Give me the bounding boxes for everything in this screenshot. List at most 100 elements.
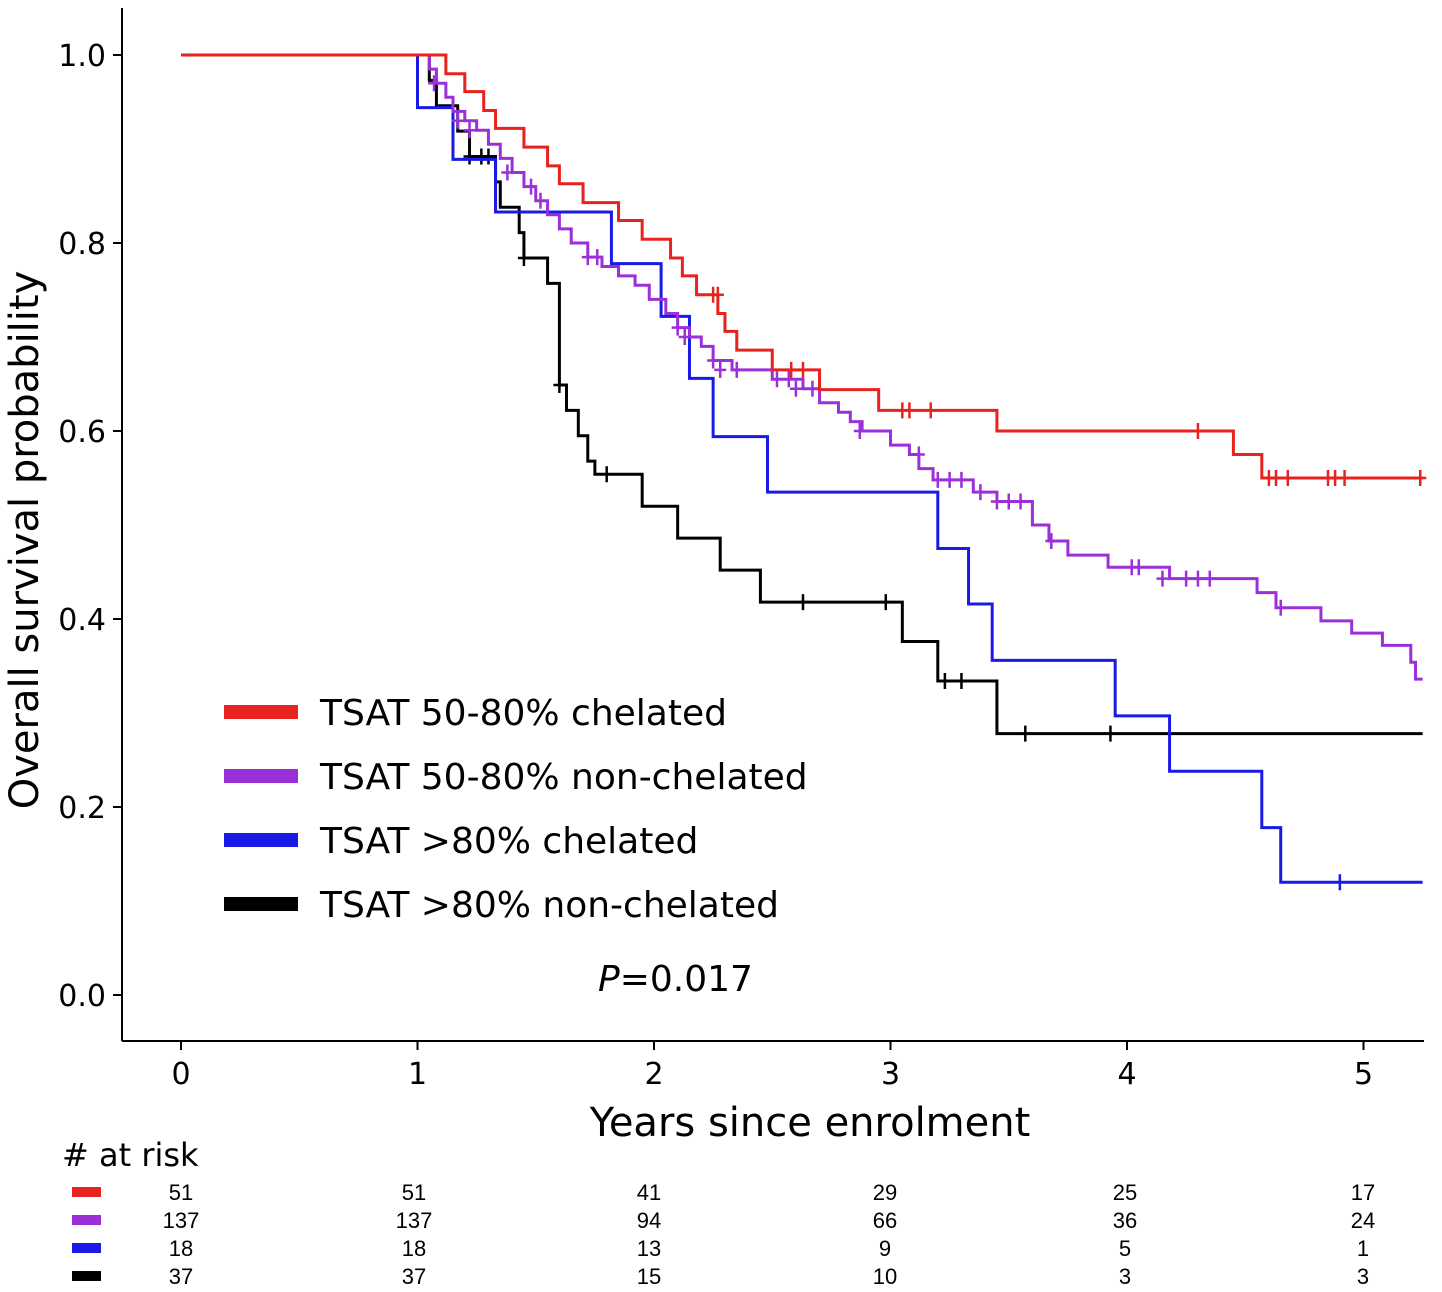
censor-mark: [525, 178, 538, 195]
x-axis-title: Years since enrolment: [589, 1100, 1031, 1146]
risk-count: 25: [1113, 1180, 1137, 1205]
y-tick-label: 0.4: [58, 603, 106, 638]
censor-mark: [806, 380, 819, 397]
risk-table-title: # at risk: [62, 1136, 199, 1174]
censor-mark: [671, 319, 684, 336]
risk-count: 137: [396, 1208, 433, 1233]
risk-count: 5: [1119, 1236, 1131, 1261]
x-tick-label: 3: [881, 1057, 900, 1092]
risk-count: 29: [873, 1180, 897, 1205]
risk-count: 18: [402, 1236, 426, 1261]
risk-count: 3: [1119, 1264, 1131, 1289]
x-tick-label: 1: [408, 1057, 427, 1092]
legend-label: TSAT 50-80% non-chelated: [319, 757, 808, 798]
risk-count: 37: [402, 1264, 426, 1289]
censor-mark: [1274, 599, 1287, 616]
risk-row-swatch: [72, 1271, 101, 1281]
y-tick-label: 0.0: [58, 979, 106, 1014]
censor-mark: [553, 376, 566, 393]
censor-mark: [1104, 725, 1117, 742]
risk-count: 17: [1351, 1180, 1375, 1205]
axes: 0.0 0.2 0.4 0.6 0.8 1.0 0 1 2 3 4 5: [58, 8, 1424, 1092]
censor-mark: [785, 361, 798, 378]
y-tick-label: 1.0: [58, 39, 106, 74]
censor-mark: [1180, 570, 1193, 587]
risk-count: 37: [169, 1264, 193, 1289]
censor-mark: [943, 471, 956, 488]
y-tick-label: 0.6: [58, 415, 106, 450]
censor-mark: [782, 371, 795, 388]
censor-mark: [501, 164, 514, 181]
censor-mark: [517, 250, 530, 267]
censor-mark: [534, 192, 547, 209]
risk-count: 66: [873, 1208, 897, 1233]
risk-count: 51: [169, 1180, 193, 1205]
legend-label: TSAT 50-80% chelated: [319, 693, 727, 734]
censor-mark: [463, 122, 476, 139]
p-value-annotation: P=0.017: [598, 959, 753, 1000]
censor-mark: [482, 148, 495, 165]
risk-row-swatch: [72, 1243, 101, 1253]
censor-mark: [1338, 470, 1351, 486]
risk-count: 15: [637, 1264, 661, 1289]
series-line: [181, 53, 1423, 884]
censor-mark: [1191, 423, 1204, 439]
censor-mark: [714, 361, 727, 378]
censor-mark: [974, 484, 987, 501]
censor-mark: [853, 423, 866, 439]
risk-row-swatch: [72, 1215, 101, 1225]
risk-count: 41: [637, 1180, 661, 1205]
x-tick-label: 4: [1117, 1057, 1136, 1092]
censor-mark: [903, 402, 916, 419]
censor-mark: [711, 286, 724, 303]
y-tick-label: 0.8: [58, 227, 106, 262]
risk-count: 18: [169, 1236, 193, 1261]
series-line: [181, 53, 1423, 480]
censor-mark: [912, 446, 925, 463]
risk-count: 10: [873, 1264, 897, 1289]
legend-label: TSAT >80% non-chelated: [319, 885, 779, 926]
censor-mark: [924, 402, 937, 419]
legend-swatch: [224, 769, 298, 783]
legend-swatch: [224, 833, 298, 847]
p-value-number: =0.017: [620, 959, 753, 1000]
series-line: [181, 53, 1423, 736]
censor-mark: [1002, 493, 1015, 510]
legend: TSAT 50-80% chelated TSAT 50-80% non-chel…: [224, 693, 808, 926]
risk-count: 9: [879, 1236, 891, 1261]
risk-count: 24: [1351, 1208, 1375, 1233]
y-axis-title: Overall survival probability: [2, 271, 48, 810]
censor-mark: [463, 148, 476, 165]
censor-mark: [796, 594, 809, 611]
risk-count: 13: [637, 1236, 661, 1261]
legend-swatch: [224, 897, 298, 911]
risk-count: 3: [1357, 1264, 1369, 1289]
censor-mark: [678, 329, 691, 345]
censor-mark: [591, 249, 604, 266]
censor-mark: [600, 466, 613, 483]
censor-mark: [1014, 493, 1027, 510]
censor-mark: [789, 380, 802, 397]
censor-mark: [990, 493, 1003, 510]
censor-mark: [938, 673, 951, 690]
censor-mark: [1333, 874, 1346, 891]
censor-mark: [730, 361, 743, 378]
censor-mark: [707, 352, 720, 369]
legend-swatch: [224, 705, 298, 719]
censor-mark: [955, 673, 968, 690]
x-tick-label: 2: [644, 1057, 663, 1092]
censor-mark: [428, 75, 441, 92]
risk-row-swatch: [72, 1187, 101, 1197]
censor-mark: [1269, 470, 1282, 486]
legend-label: TSAT >80% chelated: [319, 821, 698, 862]
risk-count: 51: [402, 1180, 426, 1205]
risk-count: 94: [637, 1208, 661, 1233]
censor-mark: [1203, 570, 1216, 587]
survival-curves: [181, 53, 1427, 891]
censor-mark: [1191, 570, 1204, 587]
x-tick-label: 0: [171, 1057, 190, 1092]
censor-mark: [1281, 470, 1294, 486]
censor-mark: [879, 594, 892, 611]
censor-mark: [770, 371, 783, 388]
